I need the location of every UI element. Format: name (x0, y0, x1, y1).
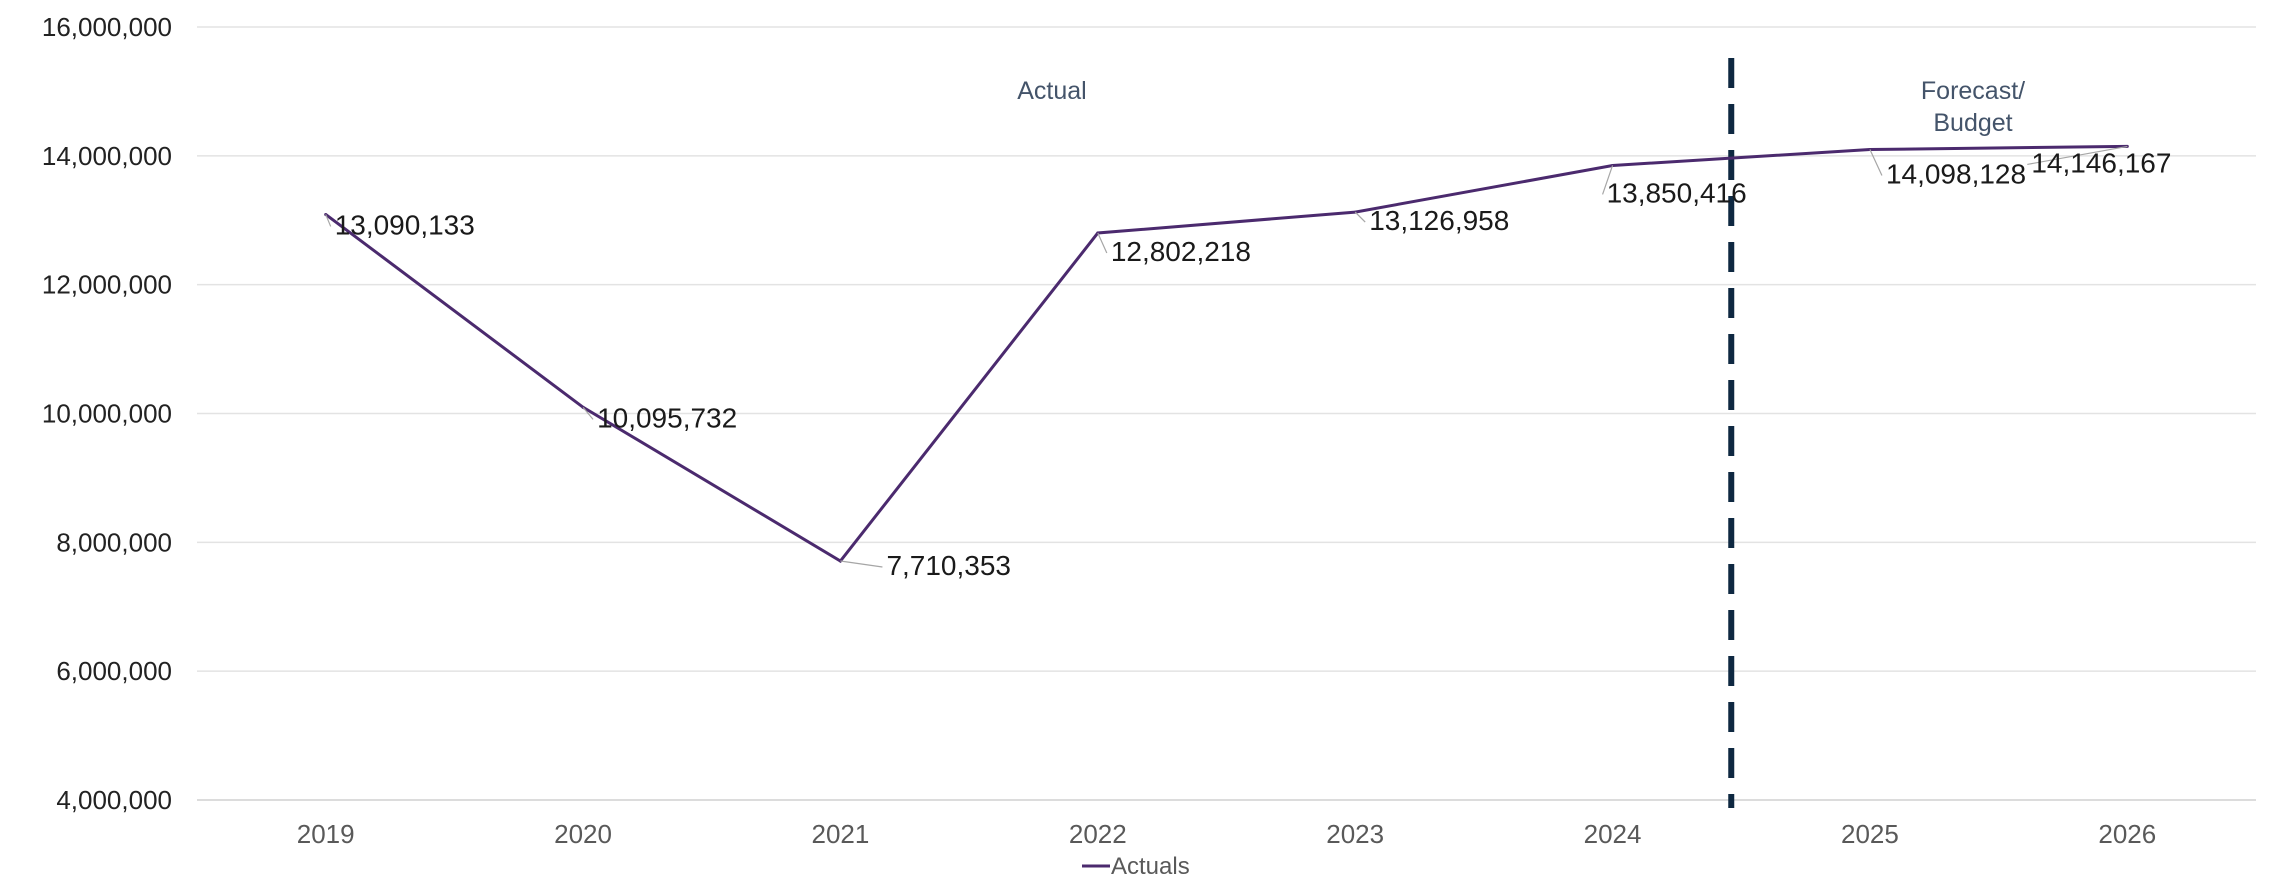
data-label: 7,710,353 (886, 550, 1011, 581)
x-tick-label: 2022 (1069, 819, 1127, 849)
leader-line (1601, 165, 1614, 195)
x-axis: 2019 2020 2021 2022 2023 2024 2025 2026 (297, 819, 2156, 849)
leader-line (325, 214, 332, 227)
x-tick-label: 2026 (2098, 819, 2156, 849)
legend: Actuals (1082, 853, 1190, 880)
annotation-forecast-budget: Forecast/Budget (1921, 77, 2025, 137)
y-tick-label: 8,000,000 (56, 527, 172, 557)
x-tick-label: 2025 (1841, 819, 1899, 849)
x-tick-label: 2023 (1326, 819, 1384, 849)
data-label: 13,126,958 (1369, 205, 1509, 236)
y-tick-label: 12,000,000 (42, 270, 172, 300)
data-label: 10,095,732 (597, 402, 737, 433)
y-tick-label: 16,000,000 (42, 12, 172, 42)
leader-line (1097, 232, 1108, 254)
leader-line (2027, 145, 2128, 166)
y-tick-label: 4,000,000 (56, 785, 172, 815)
data-label: 14,098,128 (1886, 159, 2026, 190)
series-line-actuals (324, 144, 2128, 563)
data-labels: 13,090,133 10,095,732 7,710,353 12,802,218 1… (325, 145, 2171, 581)
x-tick-label: 2024 (1584, 819, 1642, 849)
annotations: Actual Forecast/Budget (1017, 77, 2025, 137)
data-label: 14,146,167 (2031, 147, 2171, 178)
data-label: 13,090,133 (335, 209, 475, 240)
gridlines (197, 26, 2256, 801)
x-tick-label: 2021 (812, 819, 870, 849)
y-axis: 4,000,000 6,000,000 8,000,000 10,000,000 12,… (42, 12, 172, 815)
leader-line (582, 406, 594, 420)
y-tick-label: 6,000,000 (56, 656, 172, 686)
x-tick-label: 2019 (297, 819, 355, 849)
annotation-line: Budget (1933, 109, 2012, 137)
annotation-actual: Actual (1017, 77, 1086, 105)
y-tick-label: 14,000,000 (42, 141, 172, 171)
series-group (324, 144, 2129, 563)
x-tick-label: 2020 (554, 819, 612, 849)
annotation-line: Forecast/ (1921, 77, 2025, 105)
data-label: 13,850,416 (1607, 177, 1747, 208)
data-label: 12,802,218 (1111, 236, 1251, 267)
legend-label-actuals: Actuals (1111, 853, 1190, 880)
leader-line (1869, 149, 1883, 176)
leader-line (840, 560, 883, 568)
y-tick-label: 10,000,000 (42, 399, 172, 429)
leader-line (1354, 211, 1366, 223)
